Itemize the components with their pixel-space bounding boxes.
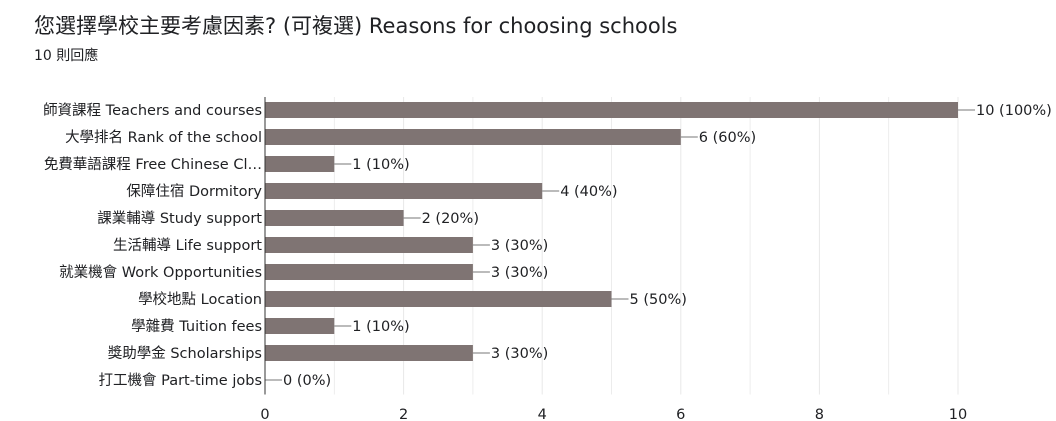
data-label: 0 (0%) bbox=[283, 373, 331, 389]
data-label: 2 (20%) bbox=[422, 211, 479, 227]
bar bbox=[265, 156, 335, 172]
data-label: 1 (10%) bbox=[352, 319, 409, 335]
bar bbox=[265, 345, 473, 361]
data-label: 1 (10%) bbox=[352, 157, 409, 173]
bar bbox=[265, 318, 335, 334]
x-tick-label: 0 bbox=[260, 407, 269, 421]
bar bbox=[265, 183, 543, 199]
x-tick-label: 2 bbox=[399, 407, 408, 421]
response-count: 10 則回應 bbox=[34, 48, 99, 64]
data-label: 3 (30%) bbox=[491, 265, 548, 281]
data-label: 3 (30%) bbox=[491, 238, 548, 254]
data-label: 6 (60%) bbox=[699, 130, 756, 146]
category-label: 學校地點 Location bbox=[138, 290, 262, 308]
data-label: 5 (50%) bbox=[630, 292, 687, 308]
category-label: 保障住宿 Dormitory bbox=[126, 182, 262, 200]
data-label: 10 (100%) bbox=[976, 103, 1052, 119]
category-label: 師資課程 Teachers and courses bbox=[43, 102, 262, 119]
chart-title: 您選擇學校主要考慮因素? (可複選) Reasons for choosing … bbox=[34, 14, 678, 38]
x-tick-label: 8 bbox=[815, 407, 824, 421]
x-tick-label: 10 bbox=[949, 407, 967, 421]
x-tick-label: 4 bbox=[538, 407, 547, 421]
bar bbox=[265, 237, 473, 253]
bar bbox=[265, 129, 681, 145]
category-label: 打工機會 Part-time jobs bbox=[99, 372, 263, 389]
data-label: 3 (30%) bbox=[491, 346, 548, 362]
bar bbox=[265, 291, 612, 307]
category-label: 就業機會 Work Opportunities bbox=[59, 264, 262, 281]
category-label: 生活輔導 Life support bbox=[113, 237, 262, 254]
category-label: 大學排名 Rank of the school bbox=[65, 128, 262, 146]
category-label: 課業輔導 Study support bbox=[97, 210, 262, 227]
bar bbox=[265, 264, 473, 280]
category-label: 免費華語課程 Free Chinese Cl… bbox=[44, 156, 262, 173]
data-label: 4 (40%) bbox=[560, 184, 617, 200]
bar bbox=[265, 210, 404, 226]
category-label: 學雜費 Tuition fees bbox=[131, 317, 262, 335]
x-tick-label: 6 bbox=[676, 407, 685, 421]
category-label: 獎助學金 Scholarships bbox=[108, 344, 262, 362]
bar bbox=[265, 102, 958, 118]
